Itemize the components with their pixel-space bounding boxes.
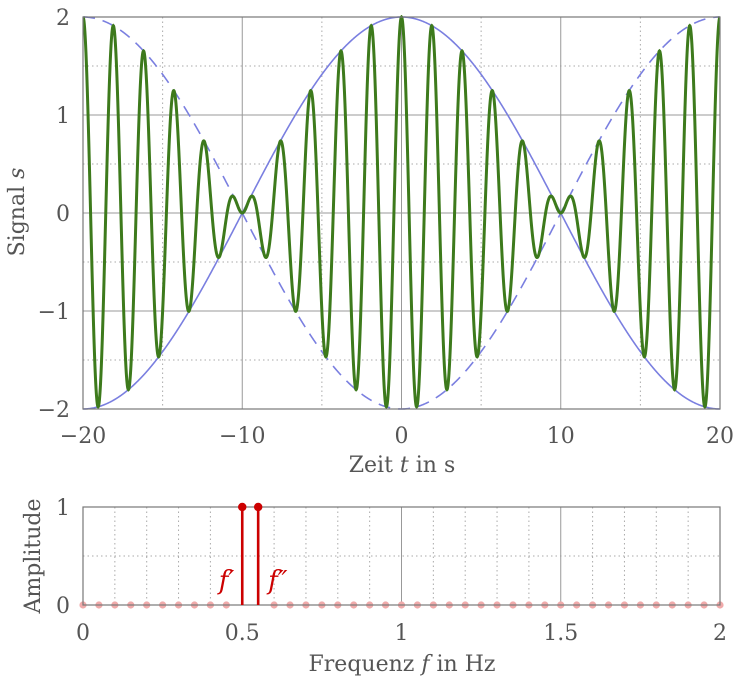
y-tick-label: 2 bbox=[56, 6, 70, 31]
top-ylabel: Signal s bbox=[5, 168, 30, 257]
x-tick-label: 2 bbox=[713, 621, 727, 646]
x-tick-label: 10 bbox=[547, 424, 575, 449]
y-tick-label: −2 bbox=[38, 398, 70, 423]
x-tick-label: 1 bbox=[395, 621, 409, 646]
y-tick-label: 0 bbox=[56, 594, 70, 619]
stem-marker bbox=[253, 502, 263, 512]
bottom-ylabel: Amplitude bbox=[21, 498, 46, 614]
y-tick-label: 1 bbox=[56, 104, 70, 129]
x-tick-label: −20 bbox=[60, 424, 106, 449]
x-tick-label: 0 bbox=[395, 424, 409, 449]
stem-marker bbox=[238, 502, 247, 512]
spectrum-chart: Frequenz f in Hz Amplitude f′ f″ 0 0.5 1 1.5 2… bbox=[21, 496, 727, 677]
y-tick-label: 0 bbox=[56, 202, 70, 227]
stem-label: f′ bbox=[217, 566, 235, 596]
x-tick-label: −10 bbox=[219, 424, 265, 449]
bottom-xlabel: Frequenz f in Hz bbox=[309, 652, 496, 677]
x-tick-label: 0 bbox=[76, 621, 90, 646]
stem-label: f″ bbox=[266, 566, 288, 596]
top-xlabel: Zeit t in s bbox=[349, 453, 456, 478]
x-tick-label: 20 bbox=[706, 424, 734, 449]
x-tick-label: 1.5 bbox=[543, 621, 578, 646]
plot-frame bbox=[82, 16, 721, 410]
x-tick-label: 0.5 bbox=[225, 621, 260, 646]
y-tick-label: 1 bbox=[56, 496, 70, 521]
plot-frame bbox=[82, 506, 721, 606]
y-tick-label: −1 bbox=[38, 300, 70, 325]
